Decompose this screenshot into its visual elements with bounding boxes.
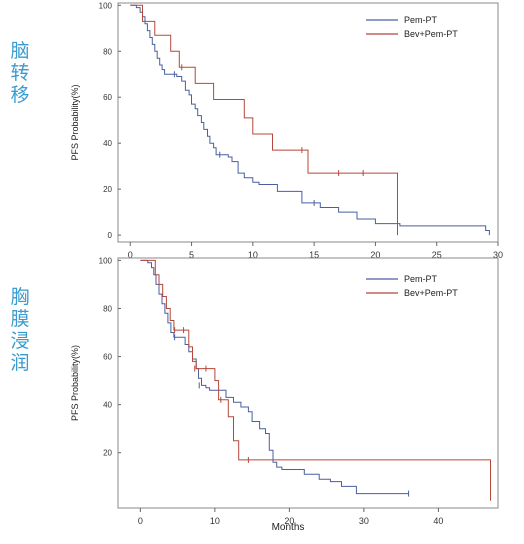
side-label-char: 转 — [10, 62, 30, 84]
side-label-char: 润 — [10, 352, 30, 374]
series-line-bev-pem-pt — [130, 4, 398, 236]
y-axis-label: PFS Probability(%) — [70, 84, 80, 160]
y-tick-label: 60 — [103, 93, 112, 102]
side-label-char: 脑 — [10, 40, 30, 62]
series-line-pem-pt — [140, 259, 409, 495]
x-tick-label: 10 — [210, 516, 220, 526]
y-tick-label: 20 — [103, 185, 112, 194]
y-tick-label: 80 — [103, 47, 112, 56]
x-tick-label: 25 — [432, 250, 442, 260]
plot-frame — [117, 2, 499, 243]
y-tick-label: 100 — [99, 1, 113, 10]
y-tick-label: 20 — [103, 449, 112, 458]
x-axis-label: Months — [272, 522, 305, 533]
legend-label: Bev+Pem-PT — [404, 29, 458, 39]
plot-frame — [117, 257, 499, 509]
y-tick-label: 100 — [99, 256, 113, 265]
side-label-bottom: 胸 膜 浸 润 — [8, 286, 32, 374]
y-tick-label: 80 — [103, 304, 112, 313]
side-label-top: 脑 转 移 — [8, 40, 32, 106]
x-tick-label: 30 — [493, 250, 503, 260]
x-tick-label: 0 — [138, 516, 143, 526]
y-tick-label: 40 — [103, 401, 112, 410]
km-chart-2: 0 10 20 30 40 20 40 60 80 100 PFS Probability(%) Mo… — [70, 256, 499, 533]
side-label-char: 浸 — [10, 330, 30, 352]
series-line-pem-pt — [130, 4, 490, 236]
km-chart-1: 0 5 10 15 20 25 30 0 20 40 60 80 100 PFS Probability(… — [70, 1, 503, 260]
x-tick-label: 0 — [128, 250, 133, 260]
side-label-char: 胸 — [10, 286, 30, 308]
x-tick-label: 30 — [359, 516, 369, 526]
x-tick-label: 20 — [370, 250, 380, 260]
x-tick-label: 20 — [284, 516, 294, 526]
side-label-char: 膜 — [10, 308, 30, 330]
x-tick-label: 5 — [189, 250, 194, 260]
y-tick-label: 60 — [103, 353, 112, 362]
y-tick-label: 40 — [103, 139, 112, 148]
side-label-char: 移 — [10, 84, 30, 106]
y-tick-label: 0 — [108, 231, 113, 240]
legend-label: Pem-PT — [404, 274, 438, 284]
y-axis-label: PFS Probability(%) — [70, 345, 80, 421]
series-line-bev-pem-pt — [140, 259, 491, 501]
x-tick-label: 15 — [309, 250, 319, 260]
legend-label: Bev+Pem-PT — [404, 288, 458, 298]
x-tick-label: 40 — [433, 516, 443, 526]
x-tick-label: 10 — [248, 250, 258, 260]
legend-label: Pem-PT — [404, 15, 438, 25]
